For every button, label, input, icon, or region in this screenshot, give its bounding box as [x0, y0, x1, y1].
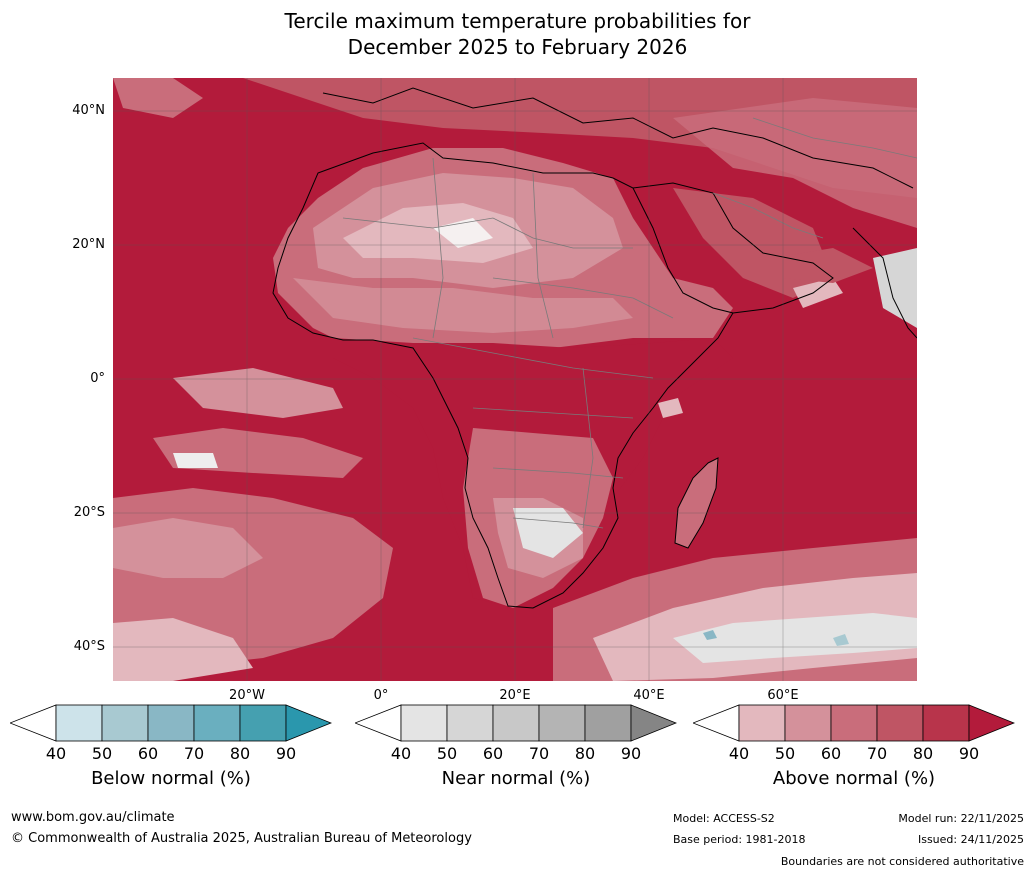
above-tick: 80: [912, 744, 934, 763]
region-indian-ocean-band: [773, 248, 873, 283]
model-text: Model: ACCESS-S2: [673, 812, 775, 825]
base-period-text: Base period: 1981-2018: [673, 833, 806, 846]
region-arabian-sea-patch: [793, 278, 843, 308]
lat-label-40s: 40°S: [73, 639, 105, 654]
below-tick: 80: [229, 744, 251, 763]
near-tick: 70: [528, 744, 550, 763]
below-tick: 60: [137, 744, 159, 763]
lat-label-20n: 20°N: [72, 237, 105, 252]
above-tick: 40: [728, 744, 750, 763]
cbar-swatch-0: [10, 704, 57, 742]
copyright-text: © Commonwealth of Australia 2025, Austra…: [11, 831, 472, 846]
india-coastline: [852, 227, 917, 339]
europe-coastline: [322, 87, 914, 189]
cbar-swatch-5: [922, 704, 970, 742]
cbar-swatch-1: [400, 704, 448, 742]
region-atlantic-patch-white: [173, 453, 218, 468]
near-normal-label: Near normal (%): [441, 768, 591, 789]
region-below-normal-patch-2: [833, 634, 849, 646]
region-somali-patch: [658, 398, 683, 418]
colorbar-near-normal: [355, 704, 677, 742]
map-title-line2: December 2025 to February 2026: [347, 35, 688, 59]
above-tick: 60: [820, 744, 842, 763]
below-tick: 70: [183, 744, 205, 763]
cbar-swatch-2: [101, 704, 149, 742]
africa-coastline: [272, 142, 734, 609]
cbar-swatch-3: [830, 704, 878, 742]
colorbar-near-svg: [355, 704, 677, 742]
colorbar-below-svg: [10, 704, 332, 742]
map-canvas: [113, 78, 917, 681]
lat-label-40n: 40°N: [72, 103, 105, 118]
cbar-swatch-3: [147, 704, 195, 742]
website-link[interactable]: www.bom.gov.au/climate: [11, 810, 175, 825]
map-title: Tercile maximum temperature probabilitie…: [0, 8, 1035, 60]
model-run-text: Model run: 22/11/2025: [898, 812, 1024, 825]
lat-label-20s: 20°S: [73, 505, 105, 520]
region-kalahari-near-normal: [513, 508, 583, 558]
madagascar-coastline: [674, 457, 719, 549]
cbar-swatch-4: [193, 704, 241, 742]
region-mideast-above-70: [673, 98, 917, 228]
cbar-swatch-5: [584, 704, 632, 742]
region-northwest-light: [113, 78, 203, 118]
cbar-swatch-4: [538, 704, 586, 742]
arabia-coastline: [632, 182, 834, 314]
cbar-swatch-1: [55, 704, 103, 742]
map-title-line1: Tercile maximum temperature probabilitie…: [284, 9, 751, 33]
cbar-swatch-0: [355, 704, 402, 742]
colorbar-above-svg: [693, 704, 1015, 742]
above-tick: 70: [866, 744, 888, 763]
near-tick: 90: [620, 744, 642, 763]
cbar-swatch-6: [630, 704, 677, 742]
cbar-swatch-3: [492, 704, 540, 742]
near-tick: 40: [390, 744, 412, 763]
lon-label-60e: 60°E: [767, 688, 799, 703]
below-normal-label: Below normal (%): [91, 768, 251, 789]
region-south-atlantic-near: [113, 618, 253, 681]
above-tick: 90: [958, 744, 980, 763]
near-tick: 80: [574, 744, 596, 763]
probability-map[interactable]: [113, 78, 917, 681]
region-sahara-above-40: [343, 203, 533, 263]
cbar-swatch-0: [693, 704, 740, 742]
below-tick: 40: [45, 744, 67, 763]
near-tick: 50: [436, 744, 458, 763]
near-tick: 60: [482, 744, 504, 763]
region-atlantic-band-1: [173, 368, 343, 418]
lon-label-40e: 40°E: [633, 688, 665, 703]
below-tick: 50: [91, 744, 113, 763]
below-tick: 90: [275, 744, 297, 763]
above-normal-label: Above normal (%): [772, 768, 936, 789]
disclaimer-text: Boundaries are not considered authoritat…: [780, 855, 1024, 868]
region-south-atlantic-light: [113, 518, 263, 578]
region-south-indian-near: [673, 613, 917, 663]
lon-label-0: 0°: [373, 688, 389, 703]
colorbar-above-normal: [693, 704, 1015, 742]
graticule: [113, 78, 917, 681]
cbar-swatch-6: [968, 704, 1015, 742]
cbar-swatch-2: [784, 704, 832, 742]
region-india-near-normal: [873, 248, 917, 328]
colorbar-below-normal: [10, 704, 332, 742]
issued-text: Issued: 24/11/2025: [917, 833, 1024, 846]
region-arabia: [673, 188, 833, 298]
country-borders: [342, 117, 917, 529]
cbar-swatch-2: [446, 704, 494, 742]
lon-label-20w: 20°W: [229, 688, 265, 703]
lat-label-0: 0°: [90, 371, 105, 386]
cbar-swatch-4: [876, 704, 924, 742]
above-tick: 50: [774, 744, 796, 763]
lon-label-20e: 20°E: [499, 688, 531, 703]
cbar-swatch-1: [738, 704, 786, 742]
region-below-normal-patch: [703, 630, 717, 640]
cbar-swatch-5: [239, 704, 287, 742]
cbar-swatch-6: [285, 704, 332, 742]
